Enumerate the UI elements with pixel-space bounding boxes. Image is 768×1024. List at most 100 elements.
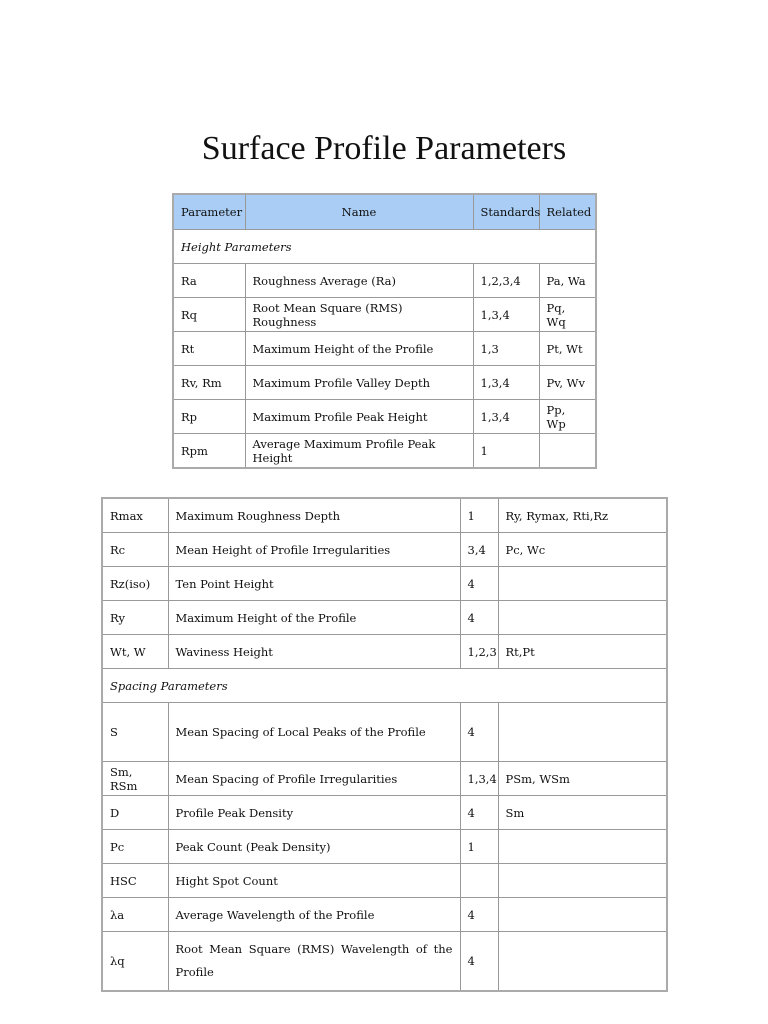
cell-parameter: Ry xyxy=(101,600,169,635)
cell-parameter: Sm, RSm xyxy=(101,761,169,796)
cell-standards: 4 xyxy=(459,702,499,762)
cell-standards: 4 xyxy=(459,897,499,932)
table-row: Rt Maximum Height of the Profile 1,3 Pt, Wt xyxy=(172,331,597,366)
cell-parameter: Wt, W xyxy=(101,634,169,669)
table-row: S Mean Spacing of Local Peaks of the Prof… xyxy=(101,702,668,762)
cell-parameter: Rz(iso) xyxy=(101,566,169,601)
table-row: λq Root Mean Square (RMS) Wavelength of t… xyxy=(101,931,668,992)
cell-name: Profile Peak Density xyxy=(167,795,461,830)
cell-related xyxy=(497,600,668,635)
cell-related: Pv, Wv xyxy=(538,365,597,400)
cell-standards: 1,2,3 xyxy=(459,634,499,669)
table-row: Rz(iso) Ten Point Height 4 xyxy=(101,566,668,601)
cell-related: Rt,Pt xyxy=(497,634,668,669)
cell-related xyxy=(538,433,597,469)
header-standards: Standards xyxy=(472,193,540,230)
table-row: Pc Peak Count (Peak Density) 1 xyxy=(101,829,668,864)
cell-name: Average Wavelength of the Profile xyxy=(167,897,461,932)
table-row: Wt, W Waviness Height 1,2,3 Rt,Pt xyxy=(101,634,668,669)
page-title: Surface Profile Parameters xyxy=(201,130,567,167)
table-row: λa Average Wavelength of the Profile 4 xyxy=(101,897,668,932)
cell-standards: 1,3,4 xyxy=(459,761,499,796)
cell-standards: 1 xyxy=(459,497,499,533)
section-row: Spacing Parameters xyxy=(101,668,668,703)
cell-standards: 3,4 xyxy=(459,532,499,567)
cell-name: Hight Spot Count xyxy=(167,863,461,898)
cell-name: Roughness Average (Ra) xyxy=(244,263,474,298)
parameters-table-2: Rmax Maximum Roughness Depth 1 Ry, Rymax, R… xyxy=(101,497,668,992)
cell-name: Mean Spacing of Profile Irregularities xyxy=(167,761,461,796)
table-row: Rq Root Mean Square (RMS) Roughness 1,3,4 P… xyxy=(172,297,597,332)
table-row: Ry Maximum Height of the Profile 4 xyxy=(101,600,668,635)
cell-related: PSm, WSm xyxy=(497,761,668,796)
cell-related: Pc, Wc xyxy=(497,532,668,567)
table-row: Rv, Rm Maximum Profile Valley Depth 1,3,4 P… xyxy=(172,365,597,400)
cell-standards xyxy=(459,863,499,898)
cell-parameter: λa xyxy=(101,897,169,932)
table-header-row: Parameter Name Standards Related xyxy=(172,193,597,230)
cell-related: Pt, Wt xyxy=(538,331,597,366)
cell-related xyxy=(497,702,668,762)
table-row: Rpm Average Maximum Profile Peak Height 1 xyxy=(172,433,597,469)
cell-parameter: Rt xyxy=(172,331,246,366)
cell-standards: 4 xyxy=(459,795,499,830)
section-spacing-parameters: Spacing Parameters xyxy=(101,668,668,703)
section-height-parameters: Height Parameters xyxy=(172,229,597,264)
header-related: Related xyxy=(538,193,597,230)
cell-name: Waviness Height xyxy=(167,634,461,669)
table-row: Rc Mean Height of Profile Irregularities 3… xyxy=(101,532,668,567)
cell-name: Maximum Roughness Depth xyxy=(167,497,461,533)
cell-parameter: Rc xyxy=(101,532,169,567)
cell-related: Pq, Wq xyxy=(538,297,597,332)
cell-name: Maximum Height of the Profile xyxy=(167,600,461,635)
cell-parameter: Rp xyxy=(172,399,246,434)
cell-related: Pa, Wa xyxy=(538,263,597,298)
cell-name: Root Mean Square (RMS) Wavelength of the… xyxy=(167,931,461,992)
cell-parameter: Rmax xyxy=(101,497,169,533)
cell-related: Sm xyxy=(497,795,668,830)
cell-standards: 1,3,4 xyxy=(472,297,540,332)
cell-standards: 4 xyxy=(459,566,499,601)
cell-name: Root Mean Square (RMS) Roughness xyxy=(244,297,474,332)
cell-standards: 4 xyxy=(459,600,499,635)
section-row: Height Parameters xyxy=(172,229,597,264)
table-row: HSC Hight Spot Count xyxy=(101,863,668,898)
table-row: Ra Roughness Average (Ra) 1,2,3,4 Pa, Wa xyxy=(172,263,597,298)
cell-standards: 1 xyxy=(459,829,499,864)
cell-related xyxy=(497,897,668,932)
cell-related xyxy=(497,931,668,992)
cell-name: Mean Height of Profile Irregularities xyxy=(167,532,461,567)
cell-related: Pp, Wp xyxy=(538,399,597,434)
cell-parameter: Ra xyxy=(172,263,246,298)
parameters-table-1: Parameter Name Standards Related Height … xyxy=(172,193,597,469)
cell-standards: 1,3 xyxy=(472,331,540,366)
cell-name: Maximum Profile Peak Height xyxy=(244,399,474,434)
cell-standards: 1,2,3,4 xyxy=(472,263,540,298)
cell-related: Ry, Rymax, Rti,Rz xyxy=(497,497,668,533)
cell-name: Maximum Height of the Profile xyxy=(244,331,474,366)
cell-parameter: Rpm xyxy=(172,433,246,469)
cell-related xyxy=(497,566,668,601)
cell-name: Average Maximum Profile Peak Height xyxy=(244,433,474,469)
cell-parameter: D xyxy=(101,795,169,830)
cell-parameter: HSC xyxy=(101,863,169,898)
cell-standards: 1 xyxy=(472,433,540,469)
header-parameter: Parameter xyxy=(172,193,246,230)
cell-parameter: Rq xyxy=(172,297,246,332)
cell-standards: 1,3,4 xyxy=(472,365,540,400)
cell-name: Maximum Profile Valley Depth xyxy=(244,365,474,400)
table-row: D Profile Peak Density 4 Sm xyxy=(101,795,668,830)
cell-standards: 4 xyxy=(459,931,499,992)
cell-name: Ten Point Height xyxy=(167,566,461,601)
cell-related xyxy=(497,863,668,898)
table-row: Rp Maximum Profile Peak Height 1,3,4 Pp, Wp xyxy=(172,399,597,434)
cell-name: Peak Count (Peak Density) xyxy=(167,829,461,864)
cell-related xyxy=(497,829,668,864)
table-row: Sm, RSm Mean Spacing of Profile Irregular… xyxy=(101,761,668,796)
cell-parameter: Pc xyxy=(101,829,169,864)
table-row: Rmax Maximum Roughness Depth 1 Ry, Rymax, R… xyxy=(101,497,668,533)
cell-standards: 1,3,4 xyxy=(472,399,540,434)
cell-parameter: Rv, Rm xyxy=(172,365,246,400)
header-name: Name xyxy=(244,193,474,230)
cell-name: Mean Spacing of Local Peaks of the Profi… xyxy=(167,702,461,762)
